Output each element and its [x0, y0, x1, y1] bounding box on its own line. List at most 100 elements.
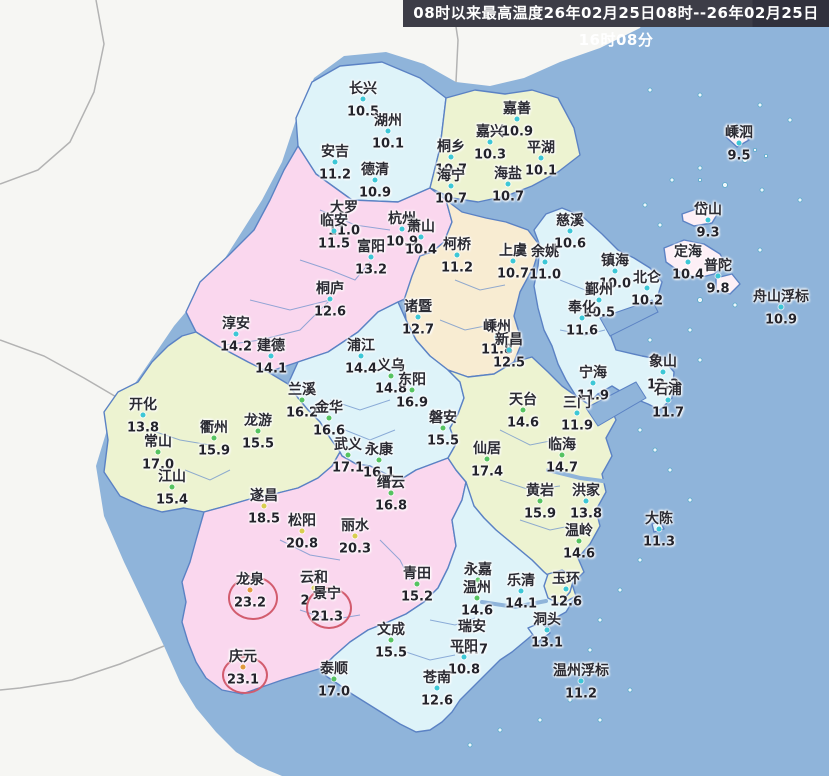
- station-value: 23.1: [226, 672, 260, 688]
- station-name: 磐安: [429, 410, 457, 426]
- station-name: 桐庐: [316, 281, 344, 297]
- station-dot: [685, 259, 691, 265]
- station-value: 10.4: [404, 242, 438, 258]
- station-value: 10.1: [524, 163, 558, 179]
- station-name: 石浦: [654, 382, 682, 398]
- station-value: 10.9: [500, 124, 534, 140]
- station-value: 21.3: [310, 609, 344, 625]
- station-value: 15.4: [155, 492, 189, 508]
- station-value: 14.7: [455, 642, 489, 658]
- station-dot: [578, 678, 584, 684]
- station-dot: [341, 215, 347, 221]
- station-dot: [418, 234, 424, 240]
- station-value: 10.3: [473, 147, 507, 163]
- province-regions: [103, 61, 750, 733]
- station-value: 16.2: [285, 405, 319, 421]
- station-value: 17.0: [141, 457, 175, 473]
- station-name: 上虞: [499, 243, 527, 259]
- station-dot: [332, 159, 338, 165]
- station-dot: [596, 297, 602, 303]
- station-dot: [388, 490, 394, 496]
- station-name: 遂昌: [250, 488, 278, 504]
- station-name: 海宁: [437, 168, 465, 184]
- station-name: 三门: [563, 395, 591, 411]
- station-name: 青田: [403, 566, 431, 582]
- region-jiaxing: [429, 89, 581, 203]
- station-name: 永嘉: [464, 562, 492, 578]
- station-name: 天台: [509, 392, 537, 408]
- station-dot: [487, 139, 493, 145]
- station-value: 12.3: [646, 377, 680, 393]
- station-value: 10.9: [385, 234, 419, 250]
- station-dot: [544, 627, 550, 633]
- station-name: 定海: [674, 244, 702, 260]
- station-value: 15.9: [523, 506, 557, 522]
- station-value: 17.0: [317, 684, 351, 700]
- station-value: 11.3: [642, 534, 676, 550]
- alert-circle: [306, 587, 352, 629]
- station-value: 17.1: [331, 460, 365, 476]
- station-value: 10.9: [358, 185, 392, 201]
- station-name: 临海: [548, 437, 576, 453]
- station-dot: [255, 428, 261, 434]
- station-dot: [399, 226, 405, 232]
- station-value: 10.6: [553, 236, 587, 252]
- station-name: 常山: [144, 434, 172, 450]
- neighbor-land: [0, 0, 655, 776]
- station-dot: [542, 259, 548, 265]
- station-dot: [326, 415, 332, 421]
- station-value: 13.2: [354, 262, 388, 278]
- station-name: 洞头: [533, 612, 561, 628]
- station-dot: [345, 452, 351, 458]
- island-zhoushan: [663, 239, 727, 279]
- station-dot: [510, 258, 516, 264]
- station-value: 9.8: [706, 281, 730, 297]
- station-value: 14.8: [374, 381, 408, 397]
- station-dot: [494, 334, 500, 340]
- station-dot: [612, 268, 618, 274]
- station-dot: [261, 503, 267, 509]
- station-name: 奉化: [568, 300, 596, 316]
- station-name: 嵊泗: [725, 125, 753, 141]
- station-dot: [358, 353, 364, 359]
- station-name: 岱山: [694, 202, 722, 218]
- station-dot: [736, 140, 742, 146]
- station-dot: [448, 154, 454, 160]
- station-value: 10.1: [371, 136, 405, 152]
- station-value: 16.1: [362, 465, 396, 481]
- station-value: 14.2: [219, 339, 253, 355]
- station-value: 11.2: [440, 260, 474, 276]
- alert-circle: [228, 576, 278, 620]
- station-dot: [434, 685, 440, 691]
- station-name: 桐乡: [437, 139, 465, 155]
- station-name: 长兴: [349, 81, 377, 97]
- station-dot: [475, 577, 481, 583]
- island-shengsi: [725, 130, 750, 148]
- station-value: 13.8: [569, 506, 603, 522]
- station-name: 仙居: [473, 441, 501, 457]
- station-name: 庆元: [229, 649, 257, 665]
- station-name: 文成: [377, 622, 405, 638]
- station-value: 15.2: [400, 589, 434, 605]
- title-bar: 08时以来最高温度26年02月25日08时--26年02月25日16时08分: [403, 0, 829, 49]
- station-name: 兰溪: [288, 382, 316, 398]
- station-dot: [372, 177, 378, 183]
- station-value: 10.7: [491, 189, 525, 205]
- station-value: 11.7: [651, 405, 685, 421]
- station-value: 14.1: [254, 361, 288, 377]
- station-name: 临安: [320, 213, 348, 229]
- station-value: 11.5: [317, 236, 351, 252]
- station-dot: [644, 285, 650, 291]
- station-dot: [484, 456, 490, 462]
- island-putuo: [715, 273, 741, 295]
- station-name: 黄岩: [526, 483, 554, 499]
- station-dot: [660, 369, 666, 375]
- station-dot: [656, 526, 662, 532]
- station-dot: [211, 435, 217, 441]
- station-name: 德清: [361, 162, 389, 178]
- station-name: 洪家: [572, 483, 600, 499]
- station-value: 15.5: [241, 436, 275, 452]
- station-dot: [155, 449, 161, 455]
- station-value: 11.0: [528, 267, 562, 283]
- station-value: 12.5: [492, 355, 526, 371]
